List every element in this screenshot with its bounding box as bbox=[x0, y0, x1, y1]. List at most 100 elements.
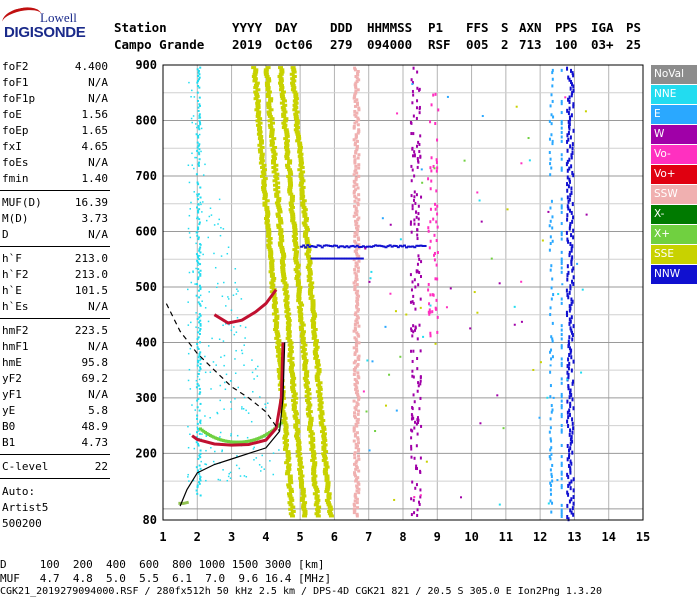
echo-point bbox=[356, 402, 360, 406]
echo-point bbox=[285, 454, 291, 458]
echo-point bbox=[188, 368, 191, 371]
echo-point bbox=[352, 367, 356, 371]
echo-point bbox=[567, 75, 570, 80]
echo-point bbox=[217, 282, 219, 285]
echo-point bbox=[353, 286, 357, 290]
echo-point bbox=[293, 425, 299, 429]
echo-point bbox=[197, 198, 200, 201]
echo-point bbox=[550, 335, 553, 339]
echo-point bbox=[303, 230, 309, 234]
echo-point bbox=[288, 503, 294, 507]
echo-point bbox=[354, 208, 358, 212]
echo-point bbox=[287, 190, 293, 194]
echo-point bbox=[278, 219, 284, 223]
echo-point bbox=[243, 475, 246, 477]
echo-point bbox=[293, 128, 299, 132]
echo-point bbox=[272, 179, 278, 183]
echo-point bbox=[293, 252, 299, 256]
echo-point bbox=[267, 241, 273, 245]
echo-point bbox=[205, 449, 207, 452]
echo-point bbox=[239, 325, 242, 327]
echo-point bbox=[197, 193, 200, 196]
echo-point bbox=[357, 174, 361, 178]
echo-point bbox=[296, 290, 302, 294]
echo-point bbox=[196, 426, 199, 429]
echo-point bbox=[352, 429, 356, 433]
echo-point bbox=[410, 513, 413, 517]
echo-point bbox=[195, 294, 198, 297]
echo-point bbox=[571, 450, 574, 455]
echo-point bbox=[423, 244, 427, 247]
echo-point bbox=[197, 136, 200, 139]
echo-point bbox=[481, 115, 484, 118]
echo-point bbox=[213, 252, 215, 255]
echo-point bbox=[329, 257, 333, 260]
echo-point bbox=[413, 150, 416, 154]
echo-point bbox=[262, 168, 268, 172]
echo-point bbox=[353, 451, 357, 455]
echo-point bbox=[236, 316, 239, 319]
echo-point bbox=[572, 512, 575, 517]
echo-point bbox=[299, 481, 305, 485]
echo-point bbox=[306, 405, 312, 409]
echo-point bbox=[432, 93, 435, 97]
echo-point bbox=[433, 253, 436, 257]
echo-point bbox=[355, 171, 359, 175]
echo-point bbox=[572, 281, 575, 286]
echo-point bbox=[551, 277, 554, 281]
echo-point bbox=[316, 505, 322, 509]
echo-point bbox=[480, 220, 483, 223]
echo-point bbox=[188, 480, 190, 482]
echo-point bbox=[418, 88, 421, 92]
echo-point bbox=[560, 266, 563, 270]
echo-point bbox=[261, 183, 267, 187]
echo-point bbox=[355, 119, 359, 123]
echo-point bbox=[254, 81, 260, 85]
echo-point bbox=[357, 166, 361, 170]
echo-point bbox=[197, 126, 200, 129]
echo-point bbox=[567, 97, 570, 102]
echo-point bbox=[571, 151, 574, 156]
echo-point bbox=[412, 198, 415, 202]
echo-point bbox=[569, 242, 572, 247]
echo-point bbox=[260, 174, 266, 178]
echo-point bbox=[293, 396, 299, 400]
echo-point bbox=[355, 321, 359, 325]
echo-point bbox=[257, 126, 263, 130]
echo-point bbox=[565, 162, 568, 167]
echo-point bbox=[271, 157, 277, 161]
echo-point bbox=[357, 334, 361, 338]
echo-point bbox=[196, 492, 199, 495]
echo-point bbox=[357, 454, 361, 458]
echo-point bbox=[354, 479, 358, 483]
echo-point bbox=[328, 244, 332, 247]
echo-point bbox=[417, 212, 420, 216]
echo-point bbox=[551, 501, 554, 505]
echo-point bbox=[568, 481, 571, 486]
echo-point bbox=[293, 241, 299, 245]
echo-point bbox=[354, 81, 358, 85]
echo-point bbox=[550, 483, 553, 487]
echo-point bbox=[234, 398, 236, 400]
echo-point bbox=[199, 304, 202, 307]
echo-point bbox=[411, 83, 414, 86]
echo-point bbox=[288, 481, 294, 485]
echo-point bbox=[204, 163, 206, 166]
echo-point bbox=[353, 323, 357, 327]
echo-point bbox=[198, 409, 201, 412]
echo-point bbox=[568, 106, 571, 111]
echo-point bbox=[567, 206, 570, 211]
echo-point bbox=[565, 310, 568, 315]
echo-point bbox=[355, 306, 359, 310]
echo-point bbox=[194, 283, 196, 285]
echo-point bbox=[198, 321, 201, 324]
echo-point bbox=[357, 106, 361, 110]
echo-point bbox=[271, 150, 277, 154]
echo-point bbox=[292, 414, 298, 418]
echo-point bbox=[286, 312, 292, 316]
echo-point bbox=[318, 396, 324, 400]
echo-point bbox=[419, 244, 423, 247]
echo-point bbox=[569, 466, 572, 471]
echo-point bbox=[276, 197, 282, 201]
echo-point bbox=[411, 154, 414, 158]
